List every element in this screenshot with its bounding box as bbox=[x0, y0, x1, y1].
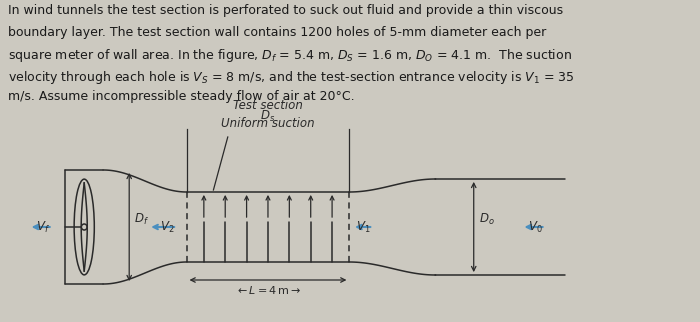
Text: $D_f$: $D_f$ bbox=[134, 212, 149, 227]
Text: $V_0$: $V_0$ bbox=[528, 220, 542, 234]
Text: velocity through each hole is $V_S$ = 8 m/s, and the test-section entrance veloc: velocity through each hole is $V_S$ = 8 … bbox=[8, 69, 574, 86]
Text: $V_1$: $V_1$ bbox=[356, 220, 370, 234]
Text: $D_s$: $D_s$ bbox=[260, 109, 276, 124]
Text: square meter of wall area. In the figure, $D_f$ = 5.4 m, $D_S$ = 1.6 m, $D_O$ = : square meter of wall area. In the figure… bbox=[8, 47, 572, 64]
Text: $\leftarrow L=4\,\mathrm{m}\rightarrow$: $\leftarrow L=4\,\mathrm{m}\rightarrow$ bbox=[235, 284, 301, 296]
Text: $V_f$: $V_f$ bbox=[36, 220, 50, 234]
Text: $D_o$: $D_o$ bbox=[479, 212, 494, 227]
Text: $V_2$: $V_2$ bbox=[160, 220, 174, 234]
Text: m/s. Assume incompressible steady flow of air at 20°C.: m/s. Assume incompressible steady flow o… bbox=[8, 90, 354, 103]
Text: Test section: Test section bbox=[233, 99, 303, 112]
Text: boundary layer. The test section wall contains 1200 holes of 5-mm diameter each : boundary layer. The test section wall co… bbox=[8, 25, 546, 39]
Text: Uniform suction: Uniform suction bbox=[221, 117, 315, 130]
Text: In wind tunnels the test section is perforated to suck out fluid and provide a t: In wind tunnels the test section is perf… bbox=[8, 4, 563, 17]
